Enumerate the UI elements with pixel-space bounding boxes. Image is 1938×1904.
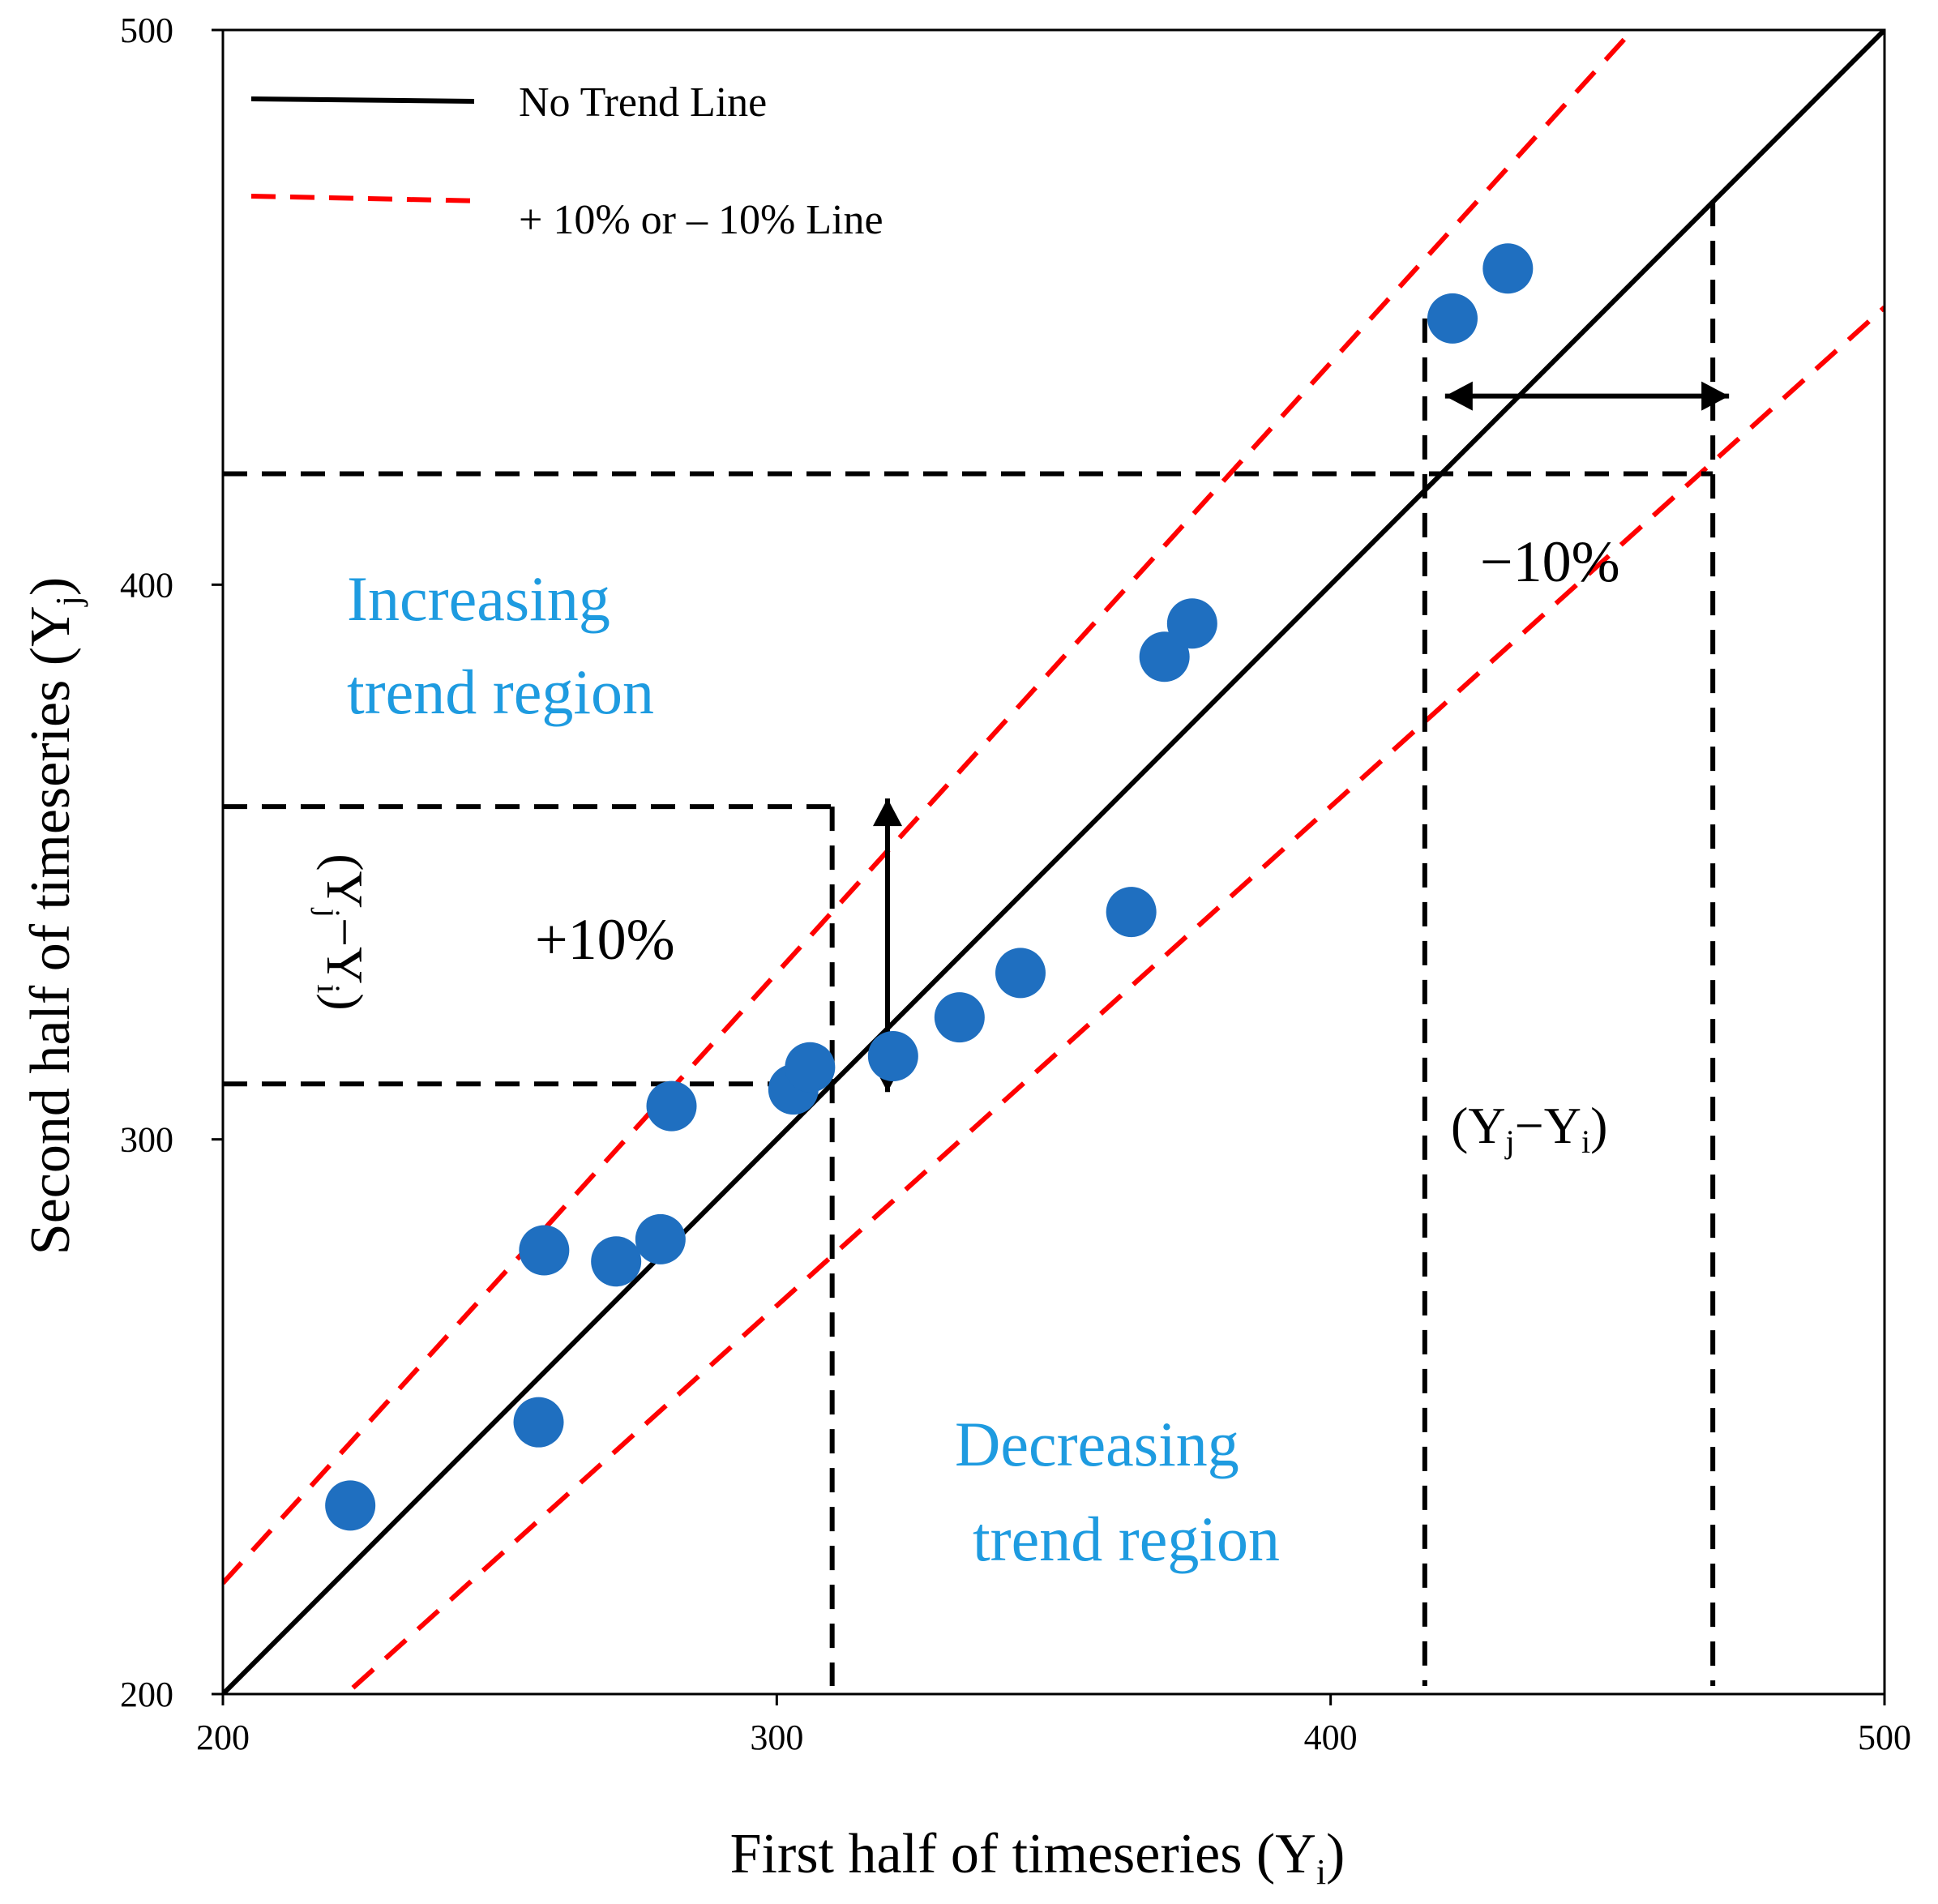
- horizontal-diff-label: (Yj−Yi): [1451, 1097, 1607, 1160]
- data-point: [591, 1236, 642, 1287]
- data-point: [1139, 631, 1190, 682]
- y-tick-label: 300: [120, 1120, 173, 1160]
- reference-lines: [223, 30, 1885, 1694]
- decreasing-region-label-line2: trend region: [973, 1504, 1280, 1574]
- x-tick-label: 300: [750, 1718, 803, 1757]
- vertical-diff-arrow-head-start: [873, 798, 902, 827]
- data-point: [1106, 887, 1157, 938]
- horizontal-diff-arrow-head-end: [1701, 381, 1730, 411]
- data-point: [325, 1480, 376, 1531]
- data-point: [934, 992, 985, 1043]
- x-axis-title: First half of timeseries (Yi): [730, 1823, 1345, 1892]
- horizontal-diff-arrow-head-start: [1444, 381, 1473, 411]
- data-point: [1166, 598, 1217, 649]
- data-point: [519, 1225, 570, 1276]
- decreasing-region-label-line1: Decreasing: [955, 1409, 1239, 1479]
- legend-label-no-trend: No Trend Line: [519, 79, 767, 126]
- increasing-region-label-line1: Increasing: [347, 563, 610, 634]
- x-tick-label: 200: [196, 1718, 250, 1757]
- plus-ten-percent-label: +10%: [535, 907, 675, 972]
- data-point: [1427, 293, 1478, 344]
- data-point: [513, 1397, 564, 1448]
- data-point: [635, 1213, 686, 1264]
- horizontal-diff-arrow: [1444, 381, 1730, 411]
- legend-label-ten-percent: + 10% or – 10% Line: [519, 197, 883, 243]
- reference-line-2: [342, 305, 1885, 1694]
- axis-ticks: 200 300 400 500 200 300 400 500: [120, 11, 1911, 1757]
- data-points: [325, 243, 1534, 1531]
- legend-swatch-ten-percent: [250, 194, 483, 203]
- minus-ten-percent-label: −10%: [1480, 529, 1620, 594]
- y-tick-label: 500: [120, 11, 173, 50]
- plot-frame: [221, 28, 1886, 1696]
- y-axis-title: Second half of timeseries (Yj): [19, 577, 88, 1255]
- data-point: [1482, 243, 1534, 294]
- reference-line-1: [223, 30, 1636, 1585]
- y-tick-label: 200: [120, 1675, 173, 1714]
- y-tick-label: 400: [120, 565, 173, 605]
- data-point: [995, 948, 1046, 999]
- annotation-guides: [223, 202, 1730, 1686]
- legend: No Trend Line + 10% or – 10% Line: [250, 79, 883, 243]
- data-point: [646, 1080, 697, 1132]
- increasing-region-label-line2: trend region: [347, 657, 654, 727]
- x-tick-label: 500: [1858, 1718, 1911, 1757]
- data-point: [867, 1031, 918, 1082]
- data-point: [785, 1042, 836, 1093]
- reference-line-0: [223, 30, 1885, 1694]
- legend-swatch-no-trend: [250, 96, 475, 104]
- vertical-diff-label: (Yj−Yi): [310, 854, 374, 1010]
- x-tick-label: 400: [1304, 1718, 1358, 1757]
